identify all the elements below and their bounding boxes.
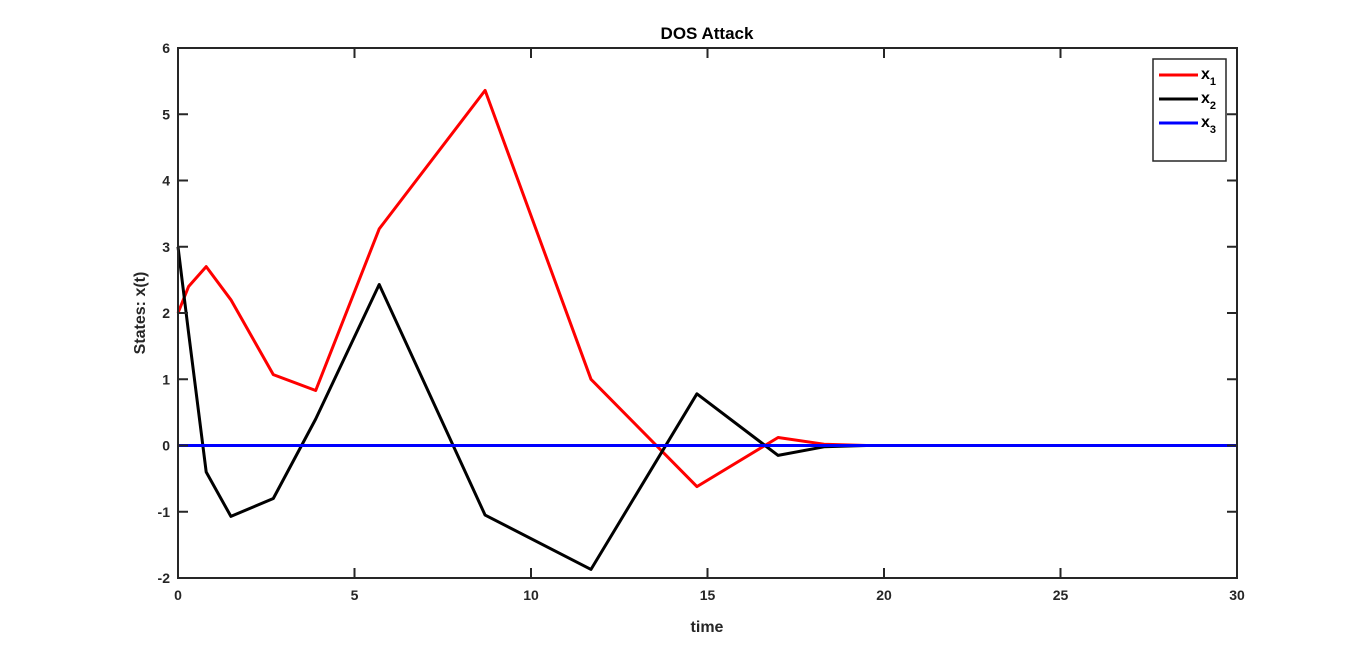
axes-box [177,47,1238,579]
y-tick-label: -1 [158,504,171,520]
y-tick-label: 5 [162,106,170,122]
y-tick-label: 4 [162,173,170,189]
x-axis-label: time [691,619,724,636]
series-line-x1 [176,88,920,489]
x-tick-label: 30 [1229,587,1245,603]
chart-title: DOS Attack [661,24,754,43]
series-line-x2 [176,246,920,571]
y-tick-label: 2 [162,305,170,321]
y-axis-label: States: x(t) [132,272,149,355]
y-tick-label: 3 [162,239,170,255]
x-tick-label: 0 [174,587,182,603]
plot-area [178,48,1237,578]
y-tick-label: 1 [162,371,170,387]
y-tick-label: 0 [162,438,170,454]
y-tick-label: -2 [158,570,171,586]
x-tick-label: 5 [351,587,359,603]
y-tick-label: 6 [162,40,170,56]
x-tick-label: 15 [700,587,716,603]
x-tick-label: 20 [876,587,892,603]
x-tick-label: 25 [1053,587,1069,603]
series-layer [176,88,1237,571]
x-tick-label: 10 [523,587,539,603]
